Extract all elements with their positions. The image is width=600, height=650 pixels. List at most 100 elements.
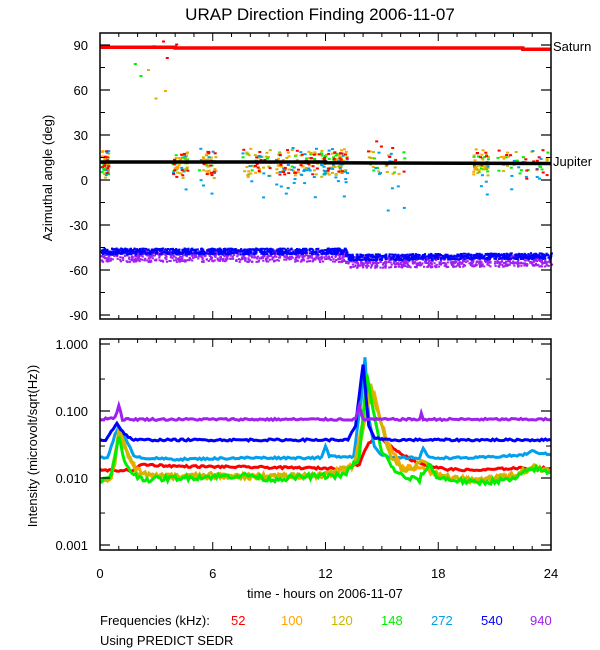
azimuth-point — [346, 261, 350, 264]
azimuth-point — [260, 257, 263, 260]
azimuth-point — [539, 257, 542, 260]
azimuth-point — [215, 252, 218, 255]
azimuth-point — [138, 247, 142, 250]
azimuth-point — [281, 253, 284, 256]
azimuth-point — [207, 252, 210, 255]
azimuth-point — [158, 255, 161, 258]
azimuth-point — [522, 262, 525, 265]
azimuth-point — [257, 170, 261, 172]
azimuth-point — [336, 251, 339, 254]
azimuth-point — [497, 255, 500, 258]
azimuth-point — [392, 253, 395, 256]
azimuth-point — [108, 252, 111, 255]
azimuth-point — [140, 252, 143, 255]
azimuth-point — [399, 256, 403, 259]
intensity-line-540 — [99, 364, 552, 444]
azimuth-point — [334, 256, 337, 259]
azimuth-point — [379, 172, 382, 175]
azimuth-point — [514, 256, 517, 259]
azimuth-point — [282, 251, 285, 254]
azimuth-point — [243, 256, 246, 259]
azimuth-point — [133, 63, 137, 65]
azimuth-point — [477, 164, 480, 167]
azimuth-point — [322, 249, 325, 252]
azimuth-point — [115, 249, 118, 252]
azimuth-point — [498, 256, 501, 259]
azimuth-point — [420, 255, 423, 258]
azimuth-point — [247, 154, 251, 157]
azimuth-point — [518, 172, 522, 175]
azimuth-point — [211, 259, 214, 262]
azimuth-point — [219, 256, 222, 259]
azimuth-point — [139, 252, 142, 255]
azimuth-point — [480, 255, 483, 258]
azimuth-point — [428, 255, 431, 258]
azimuth-point — [183, 152, 186, 155]
azimuth-point — [402, 256, 405, 259]
azimuth-point — [517, 262, 520, 265]
azimuth-point — [433, 255, 436, 258]
azimuth-point — [319, 256, 322, 259]
azimuth-point — [278, 173, 282, 176]
azimuth-point — [222, 248, 225, 250]
azimuth-point — [332, 258, 335, 261]
azimuth-point — [258, 171, 262, 174]
intensity-data — [99, 357, 552, 487]
azimuth-point — [545, 159, 549, 162]
azimuth-point — [281, 247, 285, 250]
azimuth-point — [525, 177, 529, 180]
azimuth-point — [279, 249, 282, 252]
azimuth-point — [291, 256, 294, 259]
azimuth-point — [262, 166, 265, 169]
azimuth-point — [380, 254, 383, 257]
azimuth-point — [346, 172, 349, 175]
azimuth-point — [177, 259, 180, 262]
azimuth-point — [174, 154, 178, 157]
azimuth-point — [101, 260, 104, 263]
azimuth-point — [178, 260, 181, 263]
azimuth-point — [340, 149, 344, 152]
azimuth-point — [224, 252, 227, 254]
azimuth-point — [463, 257, 466, 260]
azimuth-point — [534, 259, 537, 262]
azimuth-point — [262, 247, 265, 250]
azimuth-point — [483, 156, 487, 159]
azimuth-point — [255, 257, 258, 260]
azimuth-point — [422, 256, 425, 259]
azimuth-point — [153, 254, 156, 257]
azimuth-point — [384, 165, 388, 168]
azimuth-point — [404, 265, 407, 267]
azimuth-point — [488, 259, 491, 262]
azimuth-point — [168, 249, 171, 252]
azimuth-point — [170, 251, 173, 254]
azimuth-point — [423, 253, 427, 256]
azimuth-point — [344, 170, 347, 173]
azimuth-point — [387, 260, 390, 263]
azimuth-point — [181, 156, 184, 159]
azimuth-point — [138, 259, 141, 262]
azimuth-point — [394, 253, 397, 256]
azimuth-point — [301, 252, 305, 255]
azimuth-point — [186, 259, 189, 262]
azimuth-point — [212, 170, 216, 173]
azimuth-point — [214, 255, 217, 258]
azimuth-point — [352, 256, 355, 259]
azimuth-point — [317, 153, 321, 156]
azimuth-point — [224, 260, 227, 263]
azimuth-point — [122, 259, 125, 262]
azimuth-point — [178, 157, 182, 160]
azimuth-point — [342, 254, 345, 256]
azimuth-point — [164, 257, 167, 260]
azimuth-point — [387, 257, 390, 259]
azimuth-point — [218, 259, 222, 262]
azimuth-point — [493, 257, 496, 260]
azimuth-point — [155, 252, 158, 255]
azimuth-point — [341, 252, 344, 255]
azimuth-point — [183, 254, 186, 257]
azimuth-point — [302, 247, 305, 250]
azimuth-point — [516, 256, 519, 259]
azimuth-point — [460, 254, 463, 257]
azimuth-point — [247, 252, 250, 254]
azimuth-point — [172, 163, 176, 166]
azimuth-point — [182, 249, 185, 252]
